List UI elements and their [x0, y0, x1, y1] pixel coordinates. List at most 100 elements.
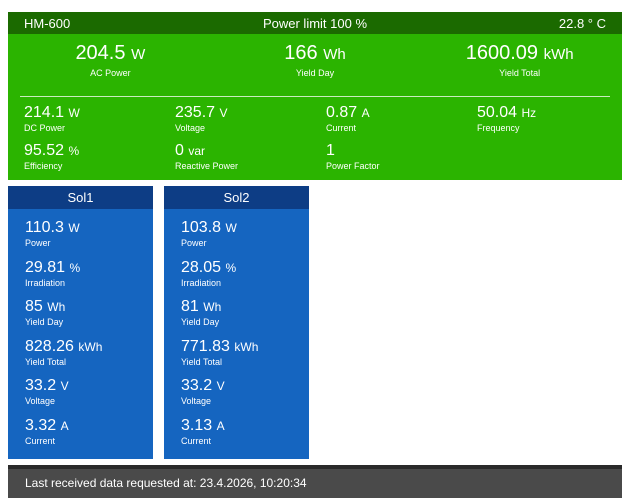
string-item-yield-total: 828.26 kWh Yield Total	[25, 337, 153, 377]
unit: var	[188, 144, 206, 158]
unit: Wh	[323, 46, 346, 63]
value: 214.1	[24, 104, 65, 121]
value: 28.05	[181, 258, 222, 276]
status-footer: Last received data requested at: 23.4.20…	[8, 465, 622, 498]
inverter-summary: 204.5 W AC Power 166 Wh Yield Day 1600.0…	[8, 34, 622, 96]
unit: %	[68, 144, 80, 158]
string-header: Sol2	[164, 186, 309, 209]
string-item-current: 3.32 A Current	[25, 416, 153, 456]
label: Efficiency	[24, 161, 63, 171]
unit: kWh	[543, 46, 574, 63]
label: Yield Day	[25, 317, 64, 327]
inverter-panel: HM-600 Power limit 100 % 22.8 ° C 204.5 …	[8, 12, 622, 180]
value: 1600.09	[465, 42, 539, 64]
string-header: Sol1	[8, 186, 153, 209]
label: Irradiation	[181, 277, 222, 288]
unit: %	[225, 260, 237, 275]
value: 103.8	[181, 219, 222, 236]
last-update-text: Last received data requested at: 23.4.20…	[25, 476, 307, 490]
value: 771.83	[181, 337, 230, 355]
label: DC Power	[24, 123, 66, 133]
summary-yield-day: 166 Wh Yield Day	[213, 34, 418, 96]
string-item-yield-day: 85 Wh Yield Day	[25, 297, 153, 337]
string-item-power: 110.3 W Power	[25, 218, 153, 258]
value: 204.5	[75, 42, 126, 64]
value: 85	[25, 298, 43, 315]
unit: W	[225, 221, 237, 235]
unit: V	[216, 379, 225, 393]
string-item-irradiation: 28.05 % Irradiation	[181, 258, 309, 298]
unit: A	[60, 418, 69, 433]
label: Current	[326, 123, 357, 133]
label: Voltage	[25, 396, 56, 406]
string-panel-sol2: Sol2 103.8 W Power 28.05 % Irradiation 81 …	[164, 186, 309, 459]
metric-reactive-power: 0 var Reactive Power	[175, 141, 326, 171]
label: Voltage	[181, 396, 212, 406]
value: 29.81	[25, 258, 66, 276]
value: 95.52	[24, 142, 65, 159]
unit: kWh	[234, 339, 259, 354]
string-item-yield-total: 771.83 kWh Yield Total	[181, 337, 309, 377]
label: Voltage	[175, 123, 206, 133]
string-item-irradiation: 29.81 % Irradiation	[25, 258, 153, 298]
unit: Wh	[47, 300, 66, 314]
unit: W	[131, 46, 146, 63]
label: Yield Day	[181, 317, 220, 327]
label: Current	[25, 435, 56, 446]
inverter-header: HM-600 Power limit 100 % 22.8 ° C	[8, 12, 622, 34]
label: Current	[181, 435, 212, 446]
label: Yield Day	[295, 68, 335, 78]
value: 33.2	[181, 377, 213, 394]
unit: W	[68, 106, 80, 120]
inverter-temperature: 22.8 ° C	[558, 15, 606, 31]
label: Yield Total	[25, 356, 67, 367]
value: 33.2	[25, 377, 57, 394]
label: Reactive Power	[175, 161, 239, 171]
label: Power	[181, 238, 207, 248]
metric-power-factor: 1 Power Factor	[326, 141, 477, 171]
unit: %	[69, 260, 81, 275]
label: Frequency	[477, 123, 520, 133]
unit: V	[219, 106, 228, 120]
label: Power	[25, 238, 51, 248]
power-limit: Power limit 100 %	[262, 16, 368, 31]
value: 235.7	[175, 104, 216, 121]
unit: Wh	[203, 300, 222, 314]
string-item-voltage: 33.2 V Voltage	[25, 376, 153, 416]
metric-dc-power: 214.1 W DC Power	[24, 103, 175, 133]
value: 0.87	[326, 104, 358, 121]
value: 3.13	[181, 416, 213, 434]
unit: kWh	[78, 339, 103, 354]
string-item-current: 3.13 A Current	[181, 416, 309, 456]
unit: Hz	[521, 106, 537, 120]
string-panel-sol1: Sol1 110.3 W Power 29.81 % Irradiation 85 …	[8, 186, 153, 459]
value: 828.26	[25, 337, 74, 355]
value: 0	[175, 142, 184, 159]
value: 50.04	[477, 104, 518, 121]
value: 3.32	[25, 416, 57, 434]
inverter-metrics: 214.1 W DC Power 235.7 V Voltage 0.87 A …	[8, 97, 622, 171]
unit: W	[68, 221, 80, 235]
metric-current: 0.87 A Current	[326, 103, 477, 133]
value: 1	[326, 142, 335, 159]
unit: V	[60, 379, 69, 393]
value: 81	[181, 298, 199, 315]
label: AC Power	[90, 68, 131, 78]
metric-efficiency: 95.52 % Efficiency	[24, 141, 175, 171]
summary-ac-power: 204.5 W AC Power	[8, 34, 213, 96]
string-item-voltage: 33.2 V Voltage	[181, 376, 309, 416]
string-item-power: 103.8 W Power	[181, 218, 309, 258]
string-item-yield-day: 81 Wh Yield Day	[181, 297, 309, 337]
label: Power Factor	[326, 161, 380, 171]
summary-yield-total: 1600.09 kWh Yield Total	[417, 34, 622, 96]
label: Yield Total	[181, 356, 223, 367]
metric-frequency: 50.04 Hz Frequency	[477, 103, 624, 133]
divider	[20, 96, 610, 97]
metric-voltage: 235.7 V Voltage	[175, 103, 326, 133]
inverter-name: HM-600	[24, 15, 71, 31]
label: Yield Total	[499, 68, 541, 78]
value: 166	[284, 42, 318, 64]
value: 110.3	[25, 219, 64, 236]
unit: A	[361, 106, 370, 120]
unit: A	[216, 418, 225, 433]
